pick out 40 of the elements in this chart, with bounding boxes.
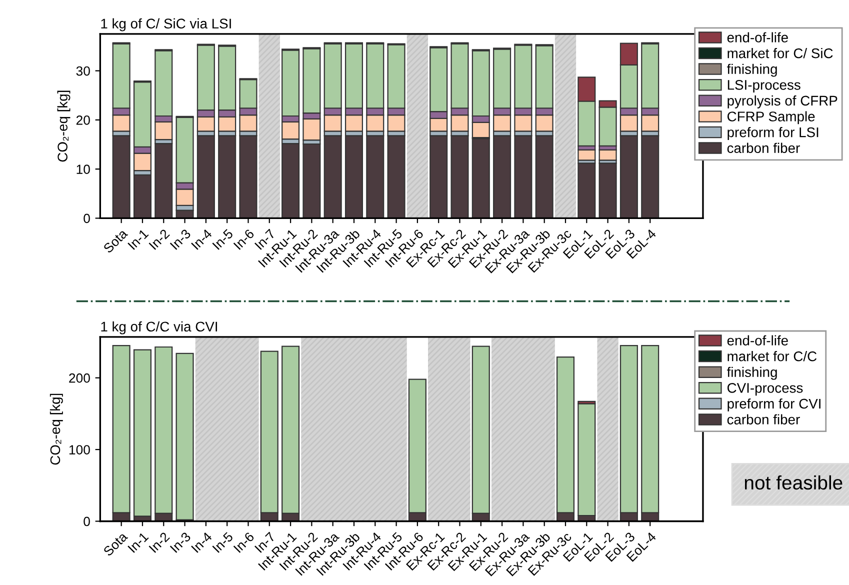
y-tick-label: 30 [76, 66, 90, 76]
y-tick-label: 10 [76, 164, 90, 174]
x-tick-label: In-4 [191, 532, 212, 553]
legend-label: end-of-life [727, 32, 788, 42]
x-tick-label: In-6 [233, 228, 255, 250]
legend-label: pyrolysis of CFRP [728, 95, 838, 108]
x-tick-label: In-3 [170, 532, 192, 554]
legend-label: preform for LSI [728, 127, 818, 140]
legend-label: carbon fiber [727, 142, 800, 154]
y-tick-label: 0 [84, 214, 90, 224]
x-tick-label: Sota [102, 531, 128, 557]
legend-label: finishing [726, 366, 777, 380]
x-tick-label: In-6 [233, 532, 255, 554]
text: not feasible [744, 475, 842, 490]
legend-label: CFRP Sample [727, 111, 815, 124]
legend-label: finishing [726, 64, 777, 77]
y-tick-label: 200 [69, 373, 90, 383]
legend-label: LSI-process [728, 80, 800, 93]
x-tick-label: In-5 [212, 532, 234, 554]
y-axis-title: CO₂-eq [kg] [50, 394, 63, 465]
legend-label: CVI-process [727, 383, 803, 396]
x-tick-label: In-2 [148, 532, 170, 553]
y-tick-label: 20 [76, 115, 90, 125]
legend-label: carbon fiber [727, 414, 800, 424]
y-tick-label: 0 [84, 516, 90, 526]
legend-label: preform for CVI [728, 398, 820, 412]
legend-label: market for C/ SiC [728, 48, 833, 58]
legend-label: end-of-life [727, 335, 788, 346]
chart-title: 1 kg of C/ SiC via LSI [101, 18, 231, 32]
x-tick-label: Sota [102, 228, 128, 254]
y-tick-label: 100 [69, 445, 90, 454]
x-tick-label: In-5 [212, 228, 234, 250]
chart-title: 1 kg of C/C via CVI [101, 321, 217, 334]
x-tick-label: In-4 [191, 228, 212, 250]
x-tick-label: In-1 [128, 532, 149, 553]
x-tick-label: In-2 [148, 228, 170, 250]
y-axis-title: CO₂-eq [kg] [57, 90, 70, 162]
legend-label: market for C/C [728, 351, 817, 362]
x-tick-label: In-3 [170, 228, 192, 250]
x-tick-label: In-1 [128, 228, 149, 250]
